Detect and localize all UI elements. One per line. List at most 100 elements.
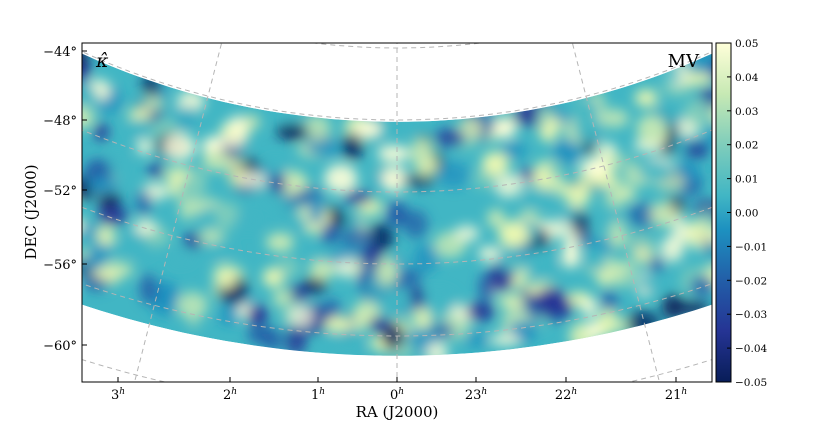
ra-tick-label: 2h (223, 387, 237, 403)
kappa-blob (478, 246, 501, 262)
kappa-blob (601, 290, 618, 313)
kappa-blob (343, 191, 373, 205)
kappa-blob (430, 323, 455, 338)
kappa-blob (487, 209, 505, 228)
kappa-blob (0, 246, 8, 274)
kappa-blob (341, 132, 364, 161)
kappa-blob (690, 275, 712, 297)
colorbar-tick-label: 0.01 (735, 174, 758, 186)
kappa-blob (97, 205, 128, 226)
kappa-blob (94, 123, 109, 141)
kappa-blob (765, 170, 779, 187)
kappa-blob (103, 268, 121, 285)
kappa-blob (535, 286, 567, 315)
kappa-blob (136, 190, 152, 216)
kappa-blob (698, 206, 712, 227)
dec-tick-label: −48° (43, 114, 77, 129)
kappa-blob (422, 289, 457, 316)
kappa-blob (202, 150, 233, 171)
kappa-blob (381, 322, 405, 350)
kappa-blob (497, 245, 530, 275)
kappa-blob (309, 259, 335, 280)
kappa-blob (434, 128, 466, 147)
kappa-blob (368, 317, 391, 332)
kappa-blob (311, 244, 334, 263)
kappa-blob (586, 157, 608, 177)
kappa-blob (142, 95, 164, 112)
colorbar-tick-label: −0.03 (735, 309, 767, 321)
ra-tick-label: 22h (555, 387, 577, 403)
kappa-blob (0, 204, 16, 227)
kappa-blob (58, 217, 79, 233)
kappa-blob (164, 166, 193, 183)
kappa-blob (98, 192, 122, 210)
kappa-blob (82, 59, 84, 90)
kappa-blob (398, 342, 416, 356)
kappa-blob (597, 273, 612, 286)
kappa-blob (525, 248, 556, 277)
dec-grid-line (310, 43, 484, 49)
kappa-blob (584, 249, 608, 271)
ra-tick-label: 3h (111, 387, 125, 403)
kappa-blob (522, 190, 557, 206)
dec-tick-label: −44° (43, 45, 77, 60)
kappa-blob (769, 244, 785, 257)
kappa-blob (609, 219, 626, 250)
kappa-blob (682, 220, 712, 247)
kappa-blob (683, 72, 712, 85)
kappa-blob (553, 139, 580, 165)
kappa-blob (397, 293, 413, 314)
kappa-blob (683, 141, 710, 159)
kappa-blob (671, 216, 689, 246)
kappa-blob (769, 229, 798, 243)
kappa-blob (247, 304, 268, 326)
kappa-blob (634, 89, 658, 107)
kappa-blob (454, 225, 480, 242)
kappa-blob (82, 218, 85, 234)
kappa-blob (321, 224, 336, 244)
kappa-blob (247, 327, 275, 344)
kappa-blob (376, 257, 399, 286)
kappa-blob (621, 232, 653, 250)
kappa-blob (777, 227, 807, 244)
colorbar-tick-label: −0.05 (735, 377, 767, 389)
kappa-blob (598, 109, 630, 128)
colorbar-tick-label: 0.05 (735, 38, 758, 50)
colorbar-tick-label: −0.01 (735, 241, 767, 253)
kappa-blob (649, 201, 680, 227)
kappa-blob (410, 137, 434, 168)
kappa-blob (573, 114, 602, 144)
kappa-blob (82, 106, 94, 129)
kappa-blob (494, 173, 523, 198)
kappa-blob (340, 227, 374, 248)
kappa-blob (308, 196, 324, 226)
kappa-blob (276, 123, 309, 140)
colorbar-tick-label: 0.04 (735, 72, 759, 84)
colorbar-tick-label: −0.04 (735, 343, 767, 355)
kappa-blob (266, 232, 294, 252)
kappa-blob (128, 117, 147, 139)
kappa-blob (177, 90, 205, 112)
kappa-blob (367, 223, 394, 252)
kappa-blob (581, 297, 598, 318)
kappa-blob (176, 291, 208, 319)
kappa-blob (755, 222, 778, 243)
kappa-blob (151, 291, 177, 318)
kappa-blob (2, 263, 34, 277)
kappa-blob (234, 211, 263, 231)
kappa-blob (597, 309, 619, 337)
kappa-blob (548, 158, 563, 180)
kappa-blob (334, 335, 357, 356)
kappa-blob (47, 276, 74, 296)
kappa-blob (759, 209, 789, 230)
kappa-blob (343, 211, 361, 233)
kappa-blob (139, 274, 158, 304)
kappa-blob (137, 139, 152, 155)
kappa-blob (324, 164, 358, 194)
kappa-blob (148, 163, 165, 178)
kappa-blob (293, 216, 308, 233)
dec-tick-label: −56° (43, 258, 77, 273)
kappa-blob (763, 250, 782, 272)
colorbar-tick-label: 0.00 (735, 208, 758, 220)
